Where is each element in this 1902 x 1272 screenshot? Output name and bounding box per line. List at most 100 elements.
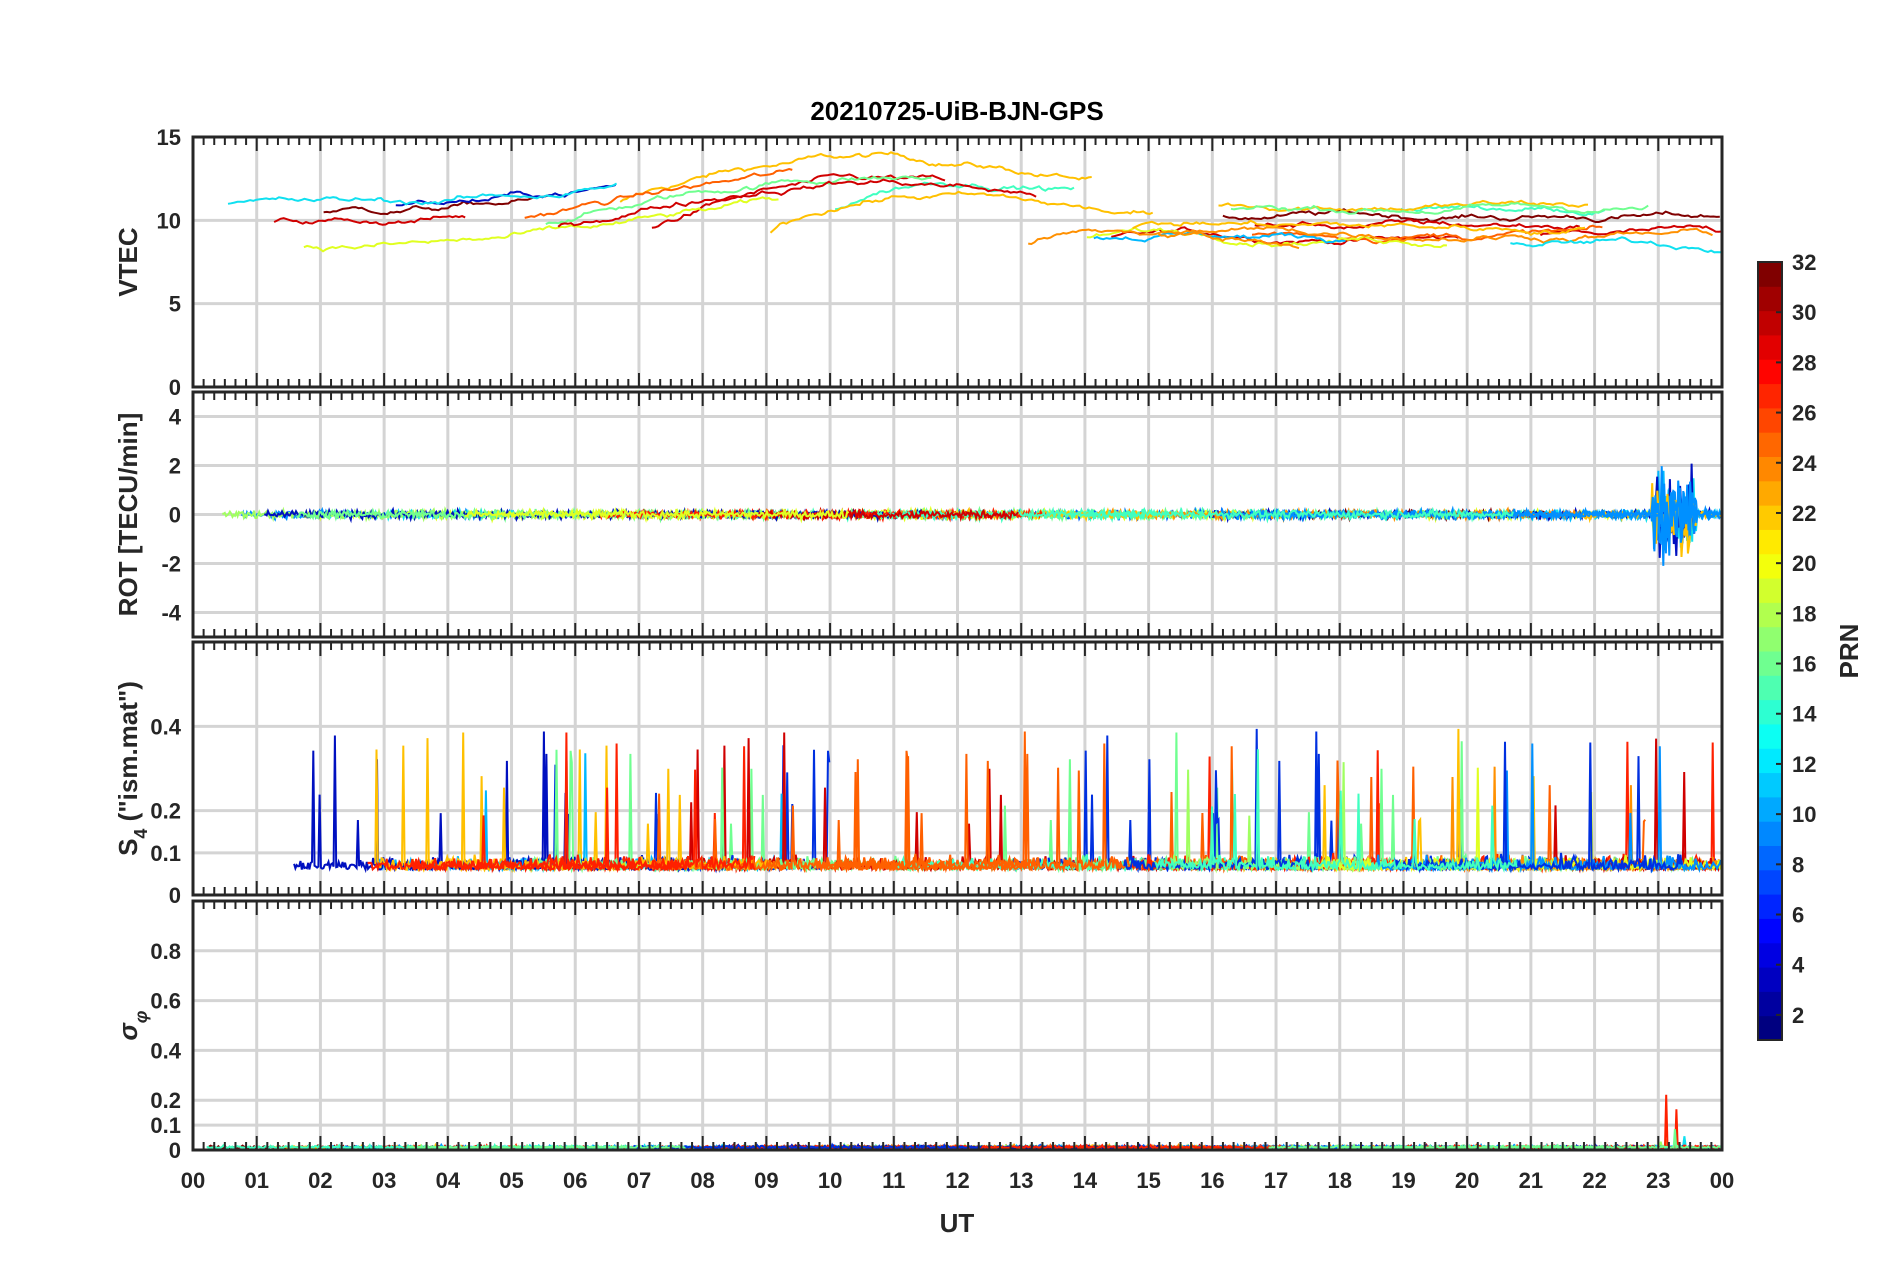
series-line-prn: [1157, 226, 1713, 244]
x-tick-label: 18: [1328, 1168, 1352, 1193]
y-axis-label-vtec: VTEC: [113, 227, 143, 297]
x-tick-label: 08: [690, 1168, 714, 1193]
y-tick-label: 0.8: [150, 939, 181, 964]
series-line-prn: [769, 190, 1154, 234]
x-tick-label: 06: [563, 1168, 587, 1193]
colorbar-tick-label: 2: [1792, 1003, 1804, 1028]
y-label-sub: 4: [131, 829, 151, 839]
colorbar-tick-label: 28: [1792, 350, 1816, 375]
x-tick-label: 13: [1009, 1168, 1033, 1193]
series-line-prn: [545, 175, 932, 226]
colorbar-tick-label: 20: [1792, 551, 1816, 576]
colorbar-segment: [1758, 578, 1782, 603]
y-tick-label: 0.2: [150, 1088, 181, 1113]
colorbar-segment: [1758, 796, 1782, 822]
x-tick-label: 23: [1646, 1168, 1670, 1193]
colorbar-segment: [1758, 262, 1782, 287]
series-line-prn: [1028, 228, 1300, 250]
series-lines: [227, 151, 1722, 254]
y-tick-label: 0.2: [150, 799, 181, 824]
colorbar-tick-label: 12: [1792, 752, 1816, 777]
x-tick-label: 19: [1391, 1168, 1415, 1193]
colorbar-tick-label: 26: [1792, 401, 1816, 426]
series-line-prn: [557, 178, 1037, 228]
x-tick-label: 05: [499, 1168, 523, 1193]
colorbar-segment: [1758, 553, 1782, 579]
series-line-prn: [1154, 749, 1518, 874]
series-line-prn: [1230, 201, 1649, 215]
series-lines: [293, 728, 1722, 874]
colorbar-segment: [1758, 602, 1782, 628]
colorbar-segment: [1758, 869, 1782, 895]
colorbar-tick-label: 24: [1792, 451, 1817, 476]
series-line-prn: [1171, 762, 1384, 874]
colorbar-segment: [1758, 675, 1782, 701]
y-tick-label: 0.1: [150, 841, 181, 866]
colorbar-segment: [1758, 334, 1782, 360]
y-label-main: S: [113, 839, 143, 856]
colorbar-label: PRN: [1834, 624, 1864, 679]
colorbar-segment: [1758, 383, 1782, 409]
x-tick-label: 15: [1136, 1168, 1160, 1193]
colorbar-segment: [1758, 845, 1782, 871]
x-tick-label: 17: [1264, 1168, 1288, 1193]
x-tick-label: 02: [308, 1168, 332, 1193]
y-axis-label-rot: ROT [TECU/min]: [113, 413, 143, 617]
y-tick-label: 0.6: [150, 989, 181, 1014]
y-tick-label: 0.4: [150, 714, 181, 739]
series-line-prn: [1086, 506, 1514, 523]
x-tick-label: 00: [181, 1168, 205, 1193]
colorbar-segment: [1758, 626, 1782, 652]
y-tick-label: 0: [169, 503, 181, 528]
colorbar-segment: [1758, 699, 1782, 725]
colorbar-tick-label: 4: [1792, 953, 1805, 978]
y-tick-label: 2: [169, 454, 181, 479]
x-tick-label: 00: [1710, 1168, 1734, 1193]
y-tick-label: 0.1: [150, 1113, 181, 1138]
y-tick-label: -4: [161, 601, 181, 626]
series-line-prn: [303, 196, 779, 253]
chart-title: 20210725-UiB-BJN-GPS: [810, 96, 1103, 126]
series-line-prn: [1222, 208, 1720, 223]
x-tick-label: 10: [818, 1168, 842, 1193]
y-axis-label-s4: S4 ("ism.mat"): [113, 681, 151, 856]
y-tick-label: 4: [169, 405, 182, 430]
colorbar-segment: [1758, 772, 1782, 798]
colorbar-tick-label: 30: [1792, 300, 1816, 325]
colorbar-segment: [1758, 1015, 1782, 1041]
colorbar-tick-label: 6: [1792, 903, 1804, 928]
y-label-rest: ("ism.mat"): [113, 681, 143, 828]
panel-s4: 00.10.20.4S4 ("ism.mat"): [113, 640, 1724, 908]
y-label-sub: φ: [131, 1010, 151, 1023]
y-tick-label: 0: [169, 883, 181, 908]
series-line-prn: [367, 732, 688, 874]
y-tick-label: 0: [169, 1138, 181, 1163]
colorbar-tick-label: 16: [1792, 652, 1816, 677]
x-tick-label: 11: [882, 1168, 905, 1193]
x-tick-label: 07: [627, 1168, 651, 1193]
x-tick-label: 03: [372, 1168, 396, 1193]
series-line-prn: [524, 167, 793, 219]
y-tick-label: 0.4: [150, 1038, 181, 1063]
colorbar-segment: [1758, 918, 1782, 944]
colorbar-segment: [1758, 529, 1782, 555]
y-axis-label-sigma_phi: σφ: [113, 1010, 151, 1040]
series-line-prn: [227, 182, 618, 206]
colorbar-segment: [1758, 942, 1782, 968]
colorbar-segment: [1758, 456, 1782, 482]
colorbar-segment: [1758, 967, 1782, 992]
x-tick-label: 22: [1582, 1168, 1606, 1193]
colorbar-frame: [1757, 261, 1783, 1041]
colorbar-segment: [1758, 310, 1782, 336]
series-line-prn: [273, 215, 466, 226]
series-line-prn: [619, 151, 1092, 203]
y-tick-label: -2: [161, 552, 181, 577]
series-line-prn: [1254, 218, 1580, 231]
x-tick-label: 14: [1073, 1168, 1098, 1193]
x-tick-label: 04: [436, 1168, 461, 1193]
panel-vtec: 0 5 10 15 VTEC: [113, 125, 1724, 400]
colorbar-segment: [1758, 286, 1782, 312]
colorbar-segment: [1758, 748, 1782, 774]
